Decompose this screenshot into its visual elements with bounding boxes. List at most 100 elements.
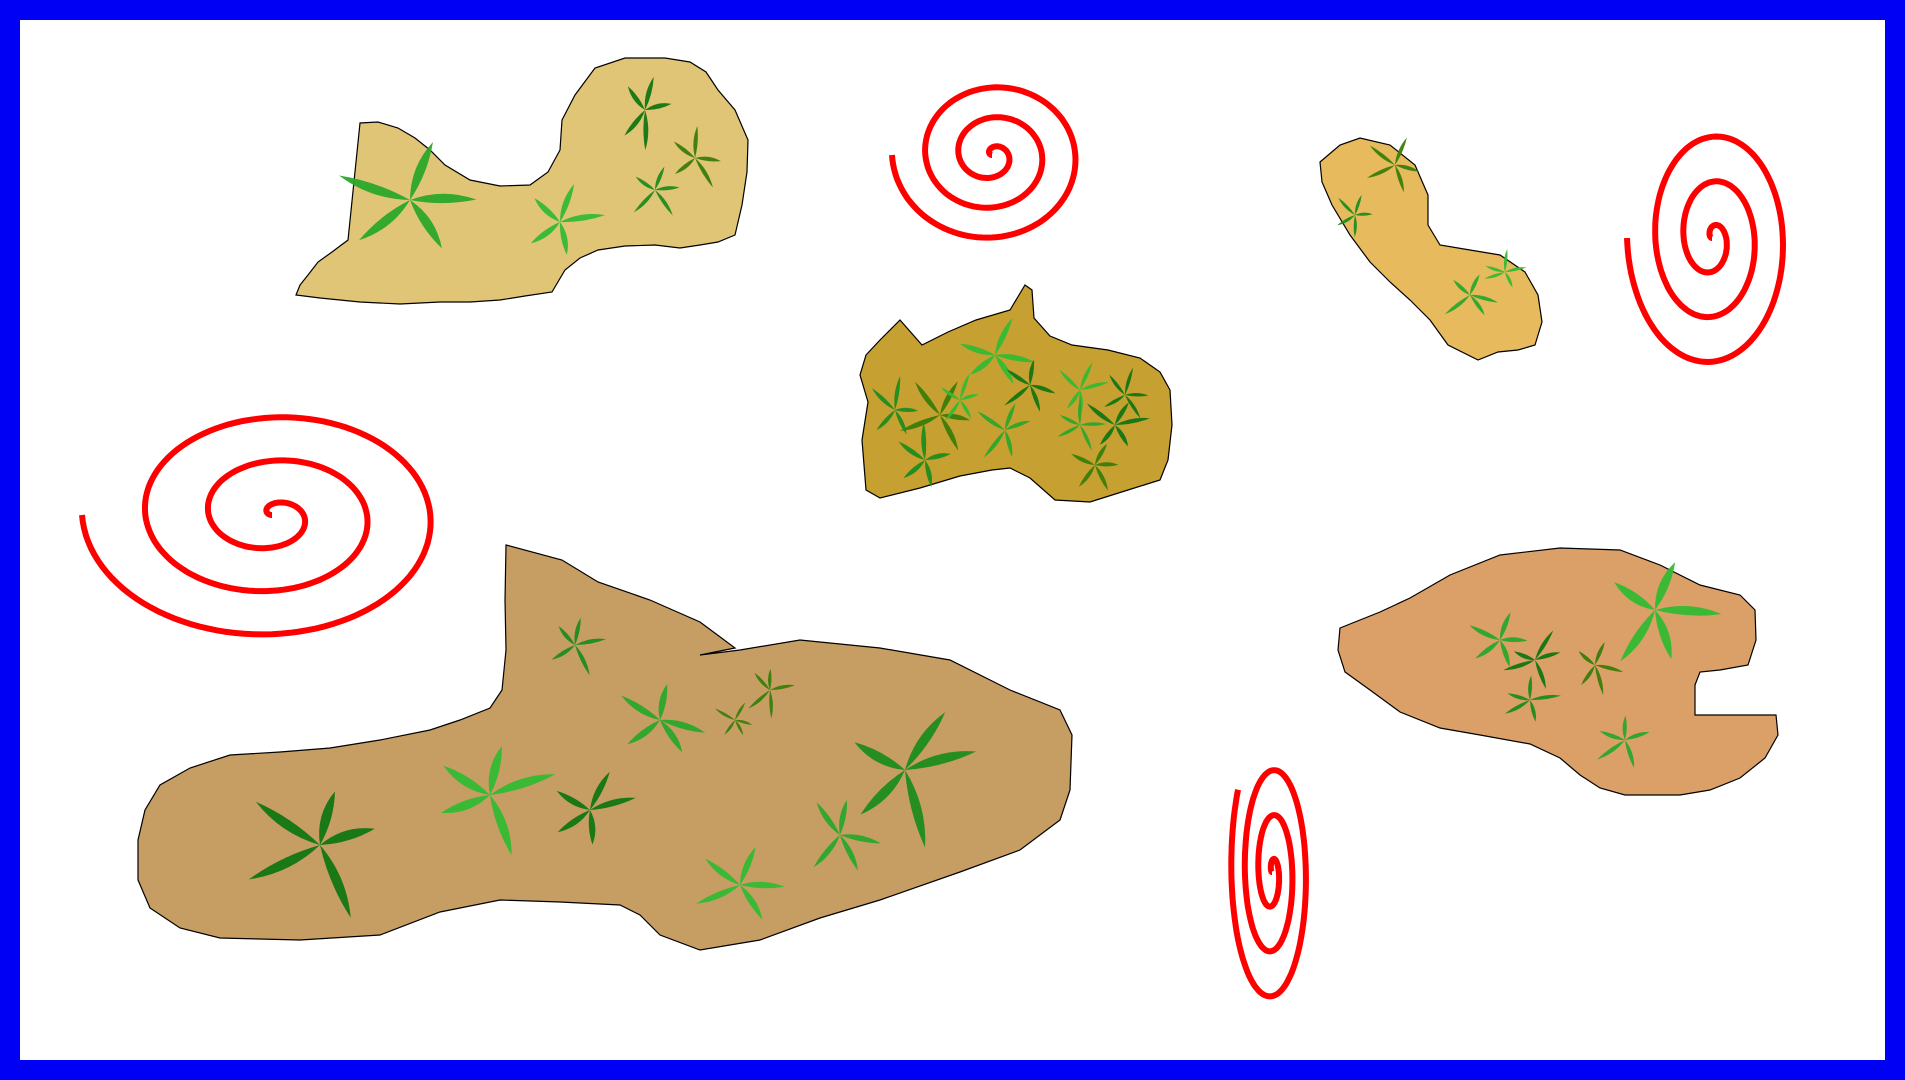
palm-leaf: [1086, 403, 1115, 425]
island-5-palm: [1578, 642, 1624, 695]
palm-leaf: [551, 645, 575, 660]
island-2[interactable]: [859, 284, 1173, 503]
plants-layer: [248, 76, 1722, 920]
palm-leaf: [645, 103, 672, 111]
palm-leaf: [740, 881, 785, 889]
palm-leaf: [1595, 665, 1604, 695]
palm-leaf: [1505, 267, 1527, 272]
palm-leaf: [1059, 370, 1080, 390]
island-5-palm: [1597, 715, 1650, 768]
palm-leaf: [1578, 650, 1595, 665]
palm-leaf: [1655, 610, 1672, 660]
palm-leaf: [575, 638, 607, 646]
spiral-1: [889, 84, 1079, 241]
palm-leaf: [248, 845, 320, 880]
palm-leaf: [1338, 197, 1355, 215]
island-2-palm: [1004, 359, 1056, 412]
spirals-layer: [79, 84, 1787, 1000]
spiral-3: [79, 414, 434, 638]
palm-leaf: [1505, 272, 1513, 288]
palm-leaf: [735, 702, 746, 720]
palm-leaf: [813, 835, 840, 868]
palm-leaf: [895, 410, 907, 435]
palm-leaf: [1125, 392, 1149, 397]
palm-leaf: [724, 720, 735, 735]
palm-leaf: [490, 774, 556, 795]
palm-leaf: [705, 858, 740, 885]
island-2-palm: [1071, 443, 1119, 491]
island-4-palm: [551, 617, 607, 676]
palm-leaf: [854, 742, 905, 770]
palm-leaf: [895, 407, 919, 412]
palm-leaf: [840, 835, 858, 871]
palm-leaf: [1614, 582, 1655, 610]
palm-leaf: [1625, 731, 1650, 740]
palm-leaf: [1115, 425, 1129, 447]
palm-leaf: [977, 411, 1005, 430]
palm-leaf: [621, 695, 660, 720]
palm-leaf: [660, 719, 706, 733]
palm-leaf: [995, 355, 1014, 384]
palm-leaf: [655, 166, 665, 190]
palm-leaf: [1067, 390, 1080, 409]
palm-leaf: [1006, 369, 1030, 385]
island-4-palm: [696, 846, 785, 920]
palm-leaf: [960, 400, 972, 419]
palm-leaf: [769, 690, 773, 719]
palm-leaf: [1125, 395, 1141, 419]
palm-leaf: [339, 175, 410, 200]
island-2-palm: [1057, 397, 1107, 451]
palm-leaf: [319, 791, 335, 845]
palm-leaf: [1470, 294, 1498, 303]
island-4[interactable]: [137, 544, 1073, 951]
palm-leaf: [320, 845, 351, 918]
palm-leaf: [1475, 640, 1500, 659]
palm-leaf: [1353, 215, 1357, 238]
palm-leaf: [255, 801, 320, 845]
palm-leaf: [768, 668, 772, 690]
island-1[interactable]: [295, 57, 749, 305]
palm-leaf: [1078, 397, 1082, 425]
palm-leaf: [903, 460, 925, 479]
island-4-palm: [715, 702, 753, 736]
palm-leaf: [715, 708, 735, 720]
palm-leaf: [1395, 164, 1420, 172]
palm-leaf: [1030, 385, 1041, 412]
palm-leaf: [488, 746, 502, 795]
palm-leaf: [1620, 610, 1655, 662]
palm-leaf: [1028, 359, 1035, 385]
palm-leaf: [1030, 384, 1056, 394]
island-4-palm: [248, 791, 375, 918]
island-4-palm: [748, 668, 795, 719]
palm-leaf: [1095, 462, 1119, 467]
island-3[interactable]: [1319, 137, 1543, 361]
palm-leaf: [1503, 660, 1535, 671]
palm-leaf: [1484, 272, 1505, 279]
palm-leaf: [695, 156, 721, 162]
palm-leaf: [660, 720, 683, 753]
palm-leaf: [1528, 675, 1533, 700]
palm-leaf: [940, 413, 971, 421]
island-1-ground: [295, 57, 749, 305]
palm-leaf: [816, 802, 840, 835]
palm-leaf: [1444, 295, 1470, 315]
palm-leaf: [1115, 417, 1150, 425]
palm-leaf: [1503, 249, 1508, 272]
palm-leaf: [1625, 740, 1635, 768]
palm-leaf: [443, 765, 490, 795]
island-3-palm: [1366, 137, 1420, 193]
island-1-palm: [633, 166, 680, 216]
palm-leaf: [534, 198, 560, 222]
palm-leaf: [959, 343, 995, 356]
palm-leaf: [1078, 465, 1095, 487]
palm-leaf: [925, 453, 951, 461]
palm-leaf: [1124, 367, 1134, 395]
palm-leaf: [735, 719, 753, 725]
palm-leaf: [644, 76, 654, 110]
palm-leaf: [915, 381, 940, 415]
palm-leaf: [1599, 730, 1625, 741]
island-3-palm: [1444, 274, 1498, 316]
palm-leaf: [1115, 402, 1129, 425]
island-2-palm: [1086, 402, 1150, 447]
palm-leaf: [1005, 430, 1013, 458]
